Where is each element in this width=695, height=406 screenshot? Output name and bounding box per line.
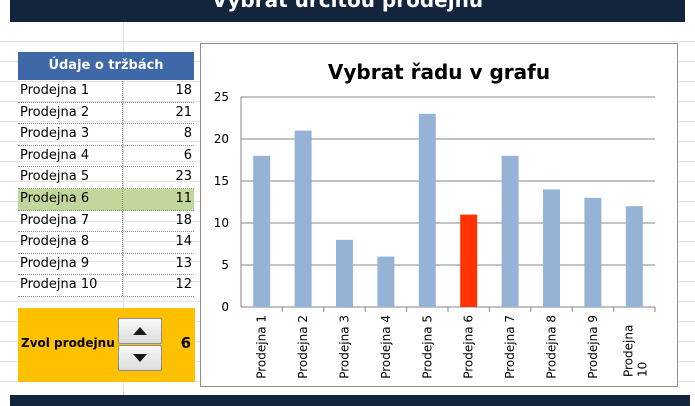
- table-rows: Prodejna 1 18 Prodejna 2 21 Prodejna 3 8 Prode…: [18, 81, 194, 297]
- bar: [543, 189, 560, 307]
- row-value: 21: [175, 104, 192, 120]
- store-selector: Zvol prodejnu 6: [18, 308, 195, 382]
- y-tick-label: 15: [214, 174, 229, 188]
- row-value: 18: [175, 212, 192, 228]
- table-row[interactable]: Prodejna 8 14: [18, 232, 194, 254]
- row-label: Prodejna 6: [20, 190, 90, 206]
- x-tick-label: Prodejna 9: [586, 315, 600, 379]
- bar: [253, 155, 271, 307]
- row-value: 13: [175, 255, 192, 271]
- y-tick-label: 0: [221, 300, 229, 314]
- cell-divider: [122, 253, 123, 275]
- row-value: 6: [183, 147, 192, 163]
- banner-title: Vybrat určitou prodejnu: [211, 0, 484, 12]
- bar: [584, 197, 602, 307]
- row-label: Prodejna 4: [20, 147, 90, 163]
- bar: [418, 113, 436, 307]
- cell-divider: [122, 275, 123, 296]
- x-tick-label: Prodejna 2: [296, 315, 310, 379]
- spin-up-button[interactable]: [118, 318, 162, 344]
- triangle-up-icon: [133, 327, 147, 335]
- bar: [294, 130, 312, 307]
- bar: [460, 214, 478, 307]
- table-row[interactable]: Prodejna 9 13: [18, 253, 194, 276]
- table-row[interactable]: Prodejna 4 6: [18, 145, 194, 168]
- x-tick-label: Prodejna 1: [255, 315, 269, 379]
- table-row[interactable]: Prodejna 5 23: [18, 167, 194, 189]
- selector-label: Zvol prodejnu: [21, 336, 115, 350]
- row-label: Prodejna 10: [20, 277, 98, 293]
- cell-divider: [122, 188, 123, 210]
- y-tick-label: 25: [214, 90, 229, 104]
- bar: [625, 206, 643, 307]
- row-value: 14: [175, 234, 192, 250]
- row-value: 12: [175, 277, 192, 293]
- y-tick-label: 10: [214, 216, 229, 230]
- row-value: 23: [175, 169, 192, 185]
- y-tick-label: 20: [214, 132, 229, 146]
- row-label: Prodejna 9: [20, 255, 90, 271]
- bar-chart[interactable]: 0 5 10 15 20 25 Prodejna 1 Prodejna 2 Prodejna 3…: [200, 43, 678, 387]
- row-label: Prodejna 3: [20, 126, 90, 142]
- row-label: Prodejna 2: [20, 104, 90, 120]
- chart-title: Vybrat řadu v grafu: [327, 60, 551, 84]
- x-tick-label: Prodejna 8: [545, 315, 559, 379]
- cell-divider: [122, 210, 123, 232]
- bar: [377, 256, 395, 307]
- cell-divider: [122, 232, 123, 253]
- row-value: 11: [175, 190, 192, 206]
- row-label: Prodejna 5: [20, 169, 90, 185]
- selector-value: 6: [180, 334, 191, 352]
- x-tick-label: Prodejna 3: [338, 315, 352, 379]
- cell-divider: [122, 81, 123, 102]
- cell-divider: [122, 167, 123, 188]
- table-row[interactable]: Prodejna 6 11: [18, 188, 194, 211]
- row-value: 8: [183, 126, 192, 142]
- x-tick-label: Prodejna 6: [462, 315, 476, 379]
- y-tick-label: 5: [221, 258, 229, 272]
- banner: Vybrat určitou prodejnu: [10, 0, 685, 22]
- store-spinner[interactable]: [118, 318, 162, 371]
- cell-divider: [122, 145, 123, 167]
- row-label: Prodejna 7: [20, 212, 90, 228]
- row-label: Prodejna 1: [20, 83, 90, 98]
- table-row[interactable]: Prodejna 10 12: [18, 275, 194, 297]
- triangle-down-icon: [133, 354, 147, 362]
- row-label: Prodejna 8: [20, 234, 90, 250]
- bar: [336, 239, 353, 307]
- cell-divider: [122, 102, 123, 124]
- table-row[interactable]: Prodejna 3 8: [18, 124, 194, 146]
- x-tick-label: Prodejna 5: [420, 315, 434, 379]
- cell-divider: [122, 124, 123, 145]
- sales-table: Údaje o tržbách Prodejna 1 18 Prodejna 2 21…: [18, 52, 194, 297]
- chart-svg: 0 5 10 15 20 25 Prodejna 1 Prodejna 2 Prodejna 3…: [214, 90, 656, 379]
- row-value: 18: [175, 83, 192, 98]
- table-row[interactable]: Prodejna 2 21: [18, 102, 194, 125]
- x-tick-label: Prodejna10: [621, 325, 649, 377]
- x-tick-label: Prodejna 4: [379, 315, 393, 379]
- table-row[interactable]: Prodejna 7 18: [18, 210, 194, 233]
- spin-down-button[interactable]: [118, 345, 162, 371]
- bar: [501, 155, 519, 307]
- table-row[interactable]: Prodejna 1 18: [18, 81, 194, 103]
- table-header: Údaje o tržbách: [18, 52, 194, 81]
- x-tick-label: Prodejna 7: [503, 315, 517, 379]
- bottom-bar: [10, 395, 690, 406]
